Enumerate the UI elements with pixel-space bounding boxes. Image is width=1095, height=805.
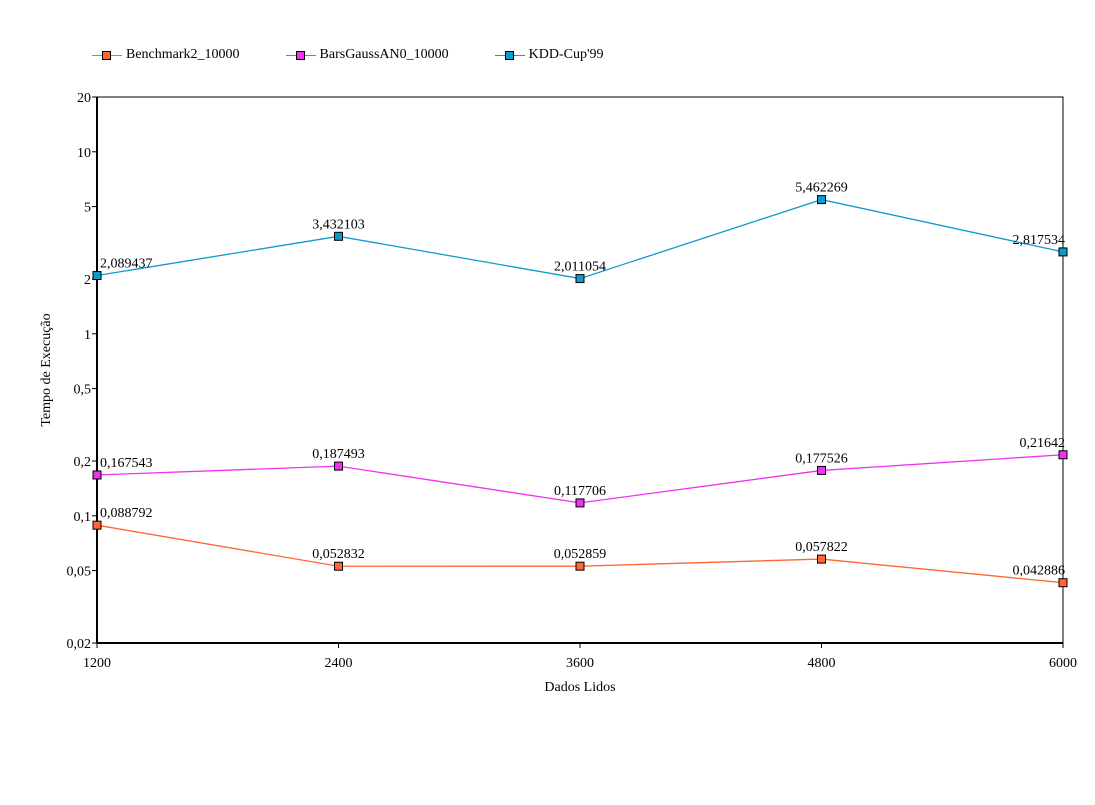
data-label: 0,052859 [554, 547, 607, 562]
data-point [817, 554, 826, 564]
data-point [334, 231, 343, 241]
legend-marker-kdd [504, 51, 514, 60]
data-label: 2,817534 [1013, 233, 1066, 248]
legend-item-kdd: KDD-Cup'99 [494, 47, 604, 63]
data-label: 0,057822 [795, 540, 848, 555]
x-tick-label: 6000 [1049, 656, 1077, 671]
data-label: 0,177526 [795, 451, 848, 466]
data-label: 0,088792 [100, 506, 153, 521]
data-label: 0,052832 [312, 547, 365, 562]
x-axis-title: Dados Lidos [544, 680, 615, 695]
data-point [1058, 450, 1068, 460]
legend-marker-benchmark [102, 51, 111, 60]
y-tick-label: 20 [77, 91, 91, 106]
y-tick-label: 1 [84, 328, 91, 343]
y-axis-title: Tempo de Execução [39, 313, 54, 426]
data-label: 2,011054 [554, 260, 606, 275]
legend-marker-barsgauss [295, 51, 305, 60]
y-tick-label: 0,2 [74, 455, 92, 470]
legend-label-barsgauss: BarsGaussAN0_10000 [319, 47, 449, 62]
data-label: 0,042886 [1013, 564, 1066, 579]
y-tick-label: 0,1 [74, 510, 92, 525]
data-point [1058, 247, 1068, 257]
data-point [575, 498, 585, 508]
data-label: 0,187493 [312, 447, 365, 462]
y-tick-label: 10 [77, 146, 91, 161]
x-tick-label: 4800 [808, 656, 836, 671]
data-label: 2,089437 [100, 257, 153, 272]
data-point [575, 561, 585, 571]
y-tick-label: 2 [84, 273, 91, 288]
data-point [92, 470, 102, 480]
legend-label-kdd: KDD-Cup'99 [528, 47, 604, 62]
x-tick-label: 3600 [566, 656, 594, 671]
data-point [817, 195, 826, 205]
y-tick-label: 0,5 [74, 383, 92, 398]
legend-swatch-kdd [494, 49, 525, 61]
legend-label-benchmark: Benchmark2_10000 [126, 47, 240, 62]
data-point [92, 271, 102, 281]
data-label: 0,21642 [1020, 436, 1066, 451]
data-point [334, 561, 343, 571]
data-label: 3,432103 [312, 217, 365, 232]
legend-swatch-benchmark [92, 49, 122, 61]
data-point [334, 461, 343, 471]
legend-item-benchmark: Benchmark2_10000 [92, 47, 240, 63]
legend-item-barsgauss: BarsGaussAN0_10000 [285, 47, 449, 63]
legend: Benchmark2_10000 BarsGaussAN0_10000 KDD-… [92, 47, 650, 63]
data-point [575, 274, 585, 284]
x-tick-label: 2400 [325, 656, 353, 671]
data-label: 0,117706 [554, 484, 606, 499]
data-label: 0,167543 [100, 456, 153, 471]
y-tick-label: 5 [84, 201, 91, 216]
y-tick-label: 0,05 [67, 565, 92, 580]
x-tick-label: 1200 [83, 656, 111, 671]
legend-swatch-barsgauss [285, 49, 316, 61]
plot-area: 0,02 0,05 0,1 0,2 0,5 1 2 5 10 20 1200 2400 3600 4800… [67, 91, 1078, 671]
y-tick-label: 0,02 [67, 637, 92, 652]
data-point [817, 465, 826, 475]
data-point [1058, 578, 1068, 588]
data-label: 5,462269 [795, 181, 848, 196]
data-point [92, 520, 102, 530]
